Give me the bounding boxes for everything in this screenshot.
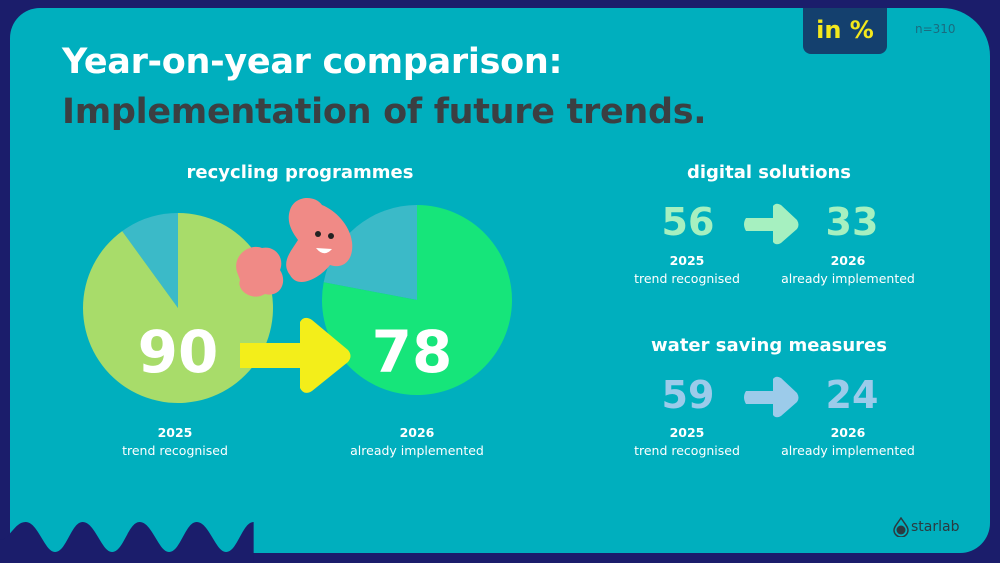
year: 2026 <box>830 253 866 268</box>
water-heading: water saving measures <box>651 335 887 356</box>
arrow-icon <box>744 376 799 418</box>
title-line-2: Implementation of future trends. <box>62 92 707 132</box>
wave-decoration <box>0 522 254 563</box>
water-value-2025: 59 <box>661 373 715 417</box>
digital-heading: digital solutions <box>686 162 852 183</box>
year: 2025 <box>669 253 705 268</box>
water-value-2026: 24 <box>825 373 879 417</box>
caption-recycling-2025: 2025 trend recognised <box>85 424 265 460</box>
digital-value-2026: 33 <box>825 200 879 244</box>
pie-slice-2025-value <box>82 213 273 403</box>
year: 2026 <box>830 425 866 440</box>
label: trend recognised <box>634 443 740 458</box>
pie-slice-2025-remainder <box>122 213 178 308</box>
label: already implemented <box>781 443 915 458</box>
caption-water-2025: 2025 trend recognised <box>597 424 777 460</box>
caption-water-2026: 2026 already implemented <box>758 424 938 460</box>
pie-slice-2026-remainder <box>323 205 417 300</box>
recycling-heading: recycling programmes <box>186 162 414 183</box>
title-line-1: Year-on-year comparison: <box>62 42 563 82</box>
year: 2025 <box>669 425 705 440</box>
arrow-icon <box>744 203 799 245</box>
blob-mascot-icon <box>236 198 353 297</box>
label: already implemented <box>781 271 915 286</box>
arrow-icon <box>240 317 351 393</box>
logo-text: starlab <box>911 519 960 535</box>
unit-badge: in % <box>803 8 887 54</box>
sample-size: n=310 <box>915 22 956 36</box>
label: trend recognised <box>122 443 228 458</box>
pie-value-2026: 78 <box>371 318 453 386</box>
year: 2025 <box>157 425 193 440</box>
pie-slice-2026-value <box>321 205 512 396</box>
caption-digital-2026: 2026 already implemented <box>758 252 938 288</box>
label: already implemented <box>350 443 484 458</box>
caption-digital-2025: 2025 trend recognised <box>597 252 777 288</box>
caption-recycling-2026: 2026 already implemented <box>327 424 507 460</box>
year: 2026 <box>399 425 435 440</box>
label: trend recognised <box>634 271 740 286</box>
digital-value-2025: 56 <box>661 200 715 244</box>
starlab-logo: starlab <box>893 517 959 537</box>
starlab-drop-icon <box>893 517 909 537</box>
pie-value-2025: 90 <box>137 318 219 386</box>
